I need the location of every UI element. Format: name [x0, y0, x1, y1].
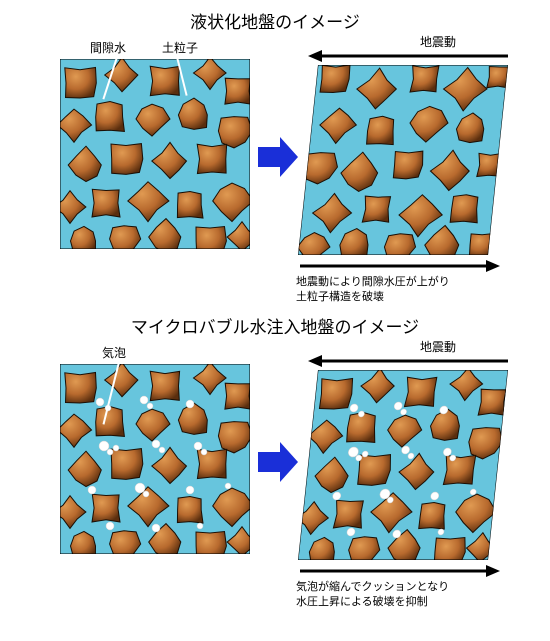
section2-title: マイクロバブル水注入地盤のイメージ — [0, 313, 550, 338]
panel-microbubble-before — [60, 364, 250, 554]
label-earthquake-1: 地震動 — [420, 33, 456, 50]
label-pore-water: 間隙水 — [90, 39, 126, 56]
caption-1-line2: 土粒子構造を破壊 — [296, 291, 384, 303]
caption-2: 気泡が縮んでクッションとなり 水圧上昇による破壊を抑制 — [296, 580, 449, 610]
label-soil-particle: 土粒子 — [162, 39, 198, 56]
caption-2-line1: 気泡が縮んでクッションとなり — [296, 581, 449, 593]
shear-arrow-top-2 — [308, 354, 508, 368]
caption-1-line1: 地震動により間隙水圧が上がり — [296, 276, 450, 288]
panel-microbubble-after — [298, 370, 508, 560]
shear-arrow-top-1 — [308, 49, 508, 63]
panel-liquefaction-before — [60, 59, 250, 249]
label-earthquake-2: 地震動 — [420, 338, 456, 355]
section1-title: 液状化地盤のイメージ — [0, 8, 550, 33]
caption-1: 地震動により間隙水圧が上がり 土粒子構造を破壊 — [296, 275, 450, 305]
section2-row: 気泡 地震動 気泡が縮んでクッションとなり 水圧上昇による破壊を抑制 — [0, 342, 550, 602]
caption-2-line2: 水圧上昇による破壊を抑制 — [296, 596, 428, 608]
arrow-transition-2 — [258, 442, 298, 482]
shear-arrow-bottom-1 — [300, 259, 500, 273]
label-bubble: 気泡 — [102, 344, 126, 361]
section1-row: 間隙水 土粒子 地震動 地震動により間隙水圧が上がり 土粒子構造を破壊 — [0, 37, 550, 297]
panel-liquefaction-after — [298, 65, 508, 255]
arrow-transition-1 — [258, 137, 298, 177]
shear-arrow-bottom-2 — [300, 564, 500, 578]
